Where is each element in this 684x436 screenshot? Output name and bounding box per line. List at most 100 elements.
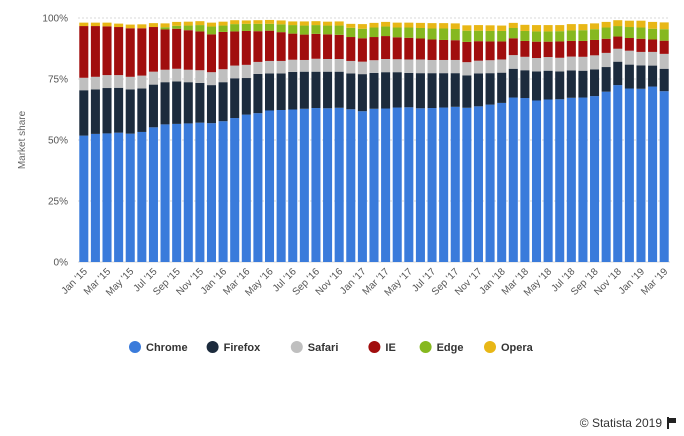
bar-segment-edge[interactable] xyxy=(543,31,553,42)
bar-segment-chrome[interactable] xyxy=(636,88,646,262)
bar-segment-firefox[interactable] xyxy=(427,73,437,109)
bar-segment-safari[interactable] xyxy=(392,59,402,73)
bar-segment-safari[interactable] xyxy=(659,53,669,69)
bar-segment-edge[interactable] xyxy=(601,27,611,39)
bar-segment-safari[interactable] xyxy=(613,48,623,62)
bar-segment-firefox[interactable] xyxy=(218,82,228,122)
bar-segment-firefox[interactable] xyxy=(299,71,309,109)
bar-segment-opera[interactable] xyxy=(624,20,634,28)
bar-segment-safari[interactable] xyxy=(90,76,100,90)
bar-segment-firefox[interactable] xyxy=(648,65,658,87)
bar-segment-opera[interactable] xyxy=(508,22,518,28)
bar-segment-edge[interactable] xyxy=(392,27,402,38)
bar-segment-chrome[interactable] xyxy=(439,107,449,262)
bar-segment-safari[interactable] xyxy=(578,56,588,71)
bar-segment-chrome[interactable] xyxy=(601,91,611,262)
bar-segment-firefox[interactable] xyxy=(531,71,542,101)
bar-segment-firefox[interactable] xyxy=(346,73,356,110)
bar-segment-edge[interactable] xyxy=(531,31,542,42)
bar-segment-edge[interactable] xyxy=(334,25,344,35)
legend-item-chrome[interactable]: Chrome xyxy=(129,341,188,354)
bar-segment-chrome[interactable] xyxy=(218,121,228,263)
bar-segment-edge[interactable] xyxy=(276,24,286,33)
bar-segment-edge[interactable] xyxy=(450,28,460,41)
bar-segment-opera[interactable] xyxy=(473,25,483,31)
bar-segment-safari[interactable] xyxy=(183,69,193,83)
bar-segment-safari[interactable] xyxy=(439,59,449,74)
bar-segment-safari[interactable] xyxy=(508,55,518,69)
bar-segment-edge[interactable] xyxy=(346,27,356,38)
bar-segment-opera[interactable] xyxy=(497,25,507,31)
bar-segment-opera[interactable] xyxy=(369,22,379,28)
bar-segment-edge[interactable] xyxy=(648,28,658,40)
bar-segment-opera[interactable] xyxy=(172,21,182,26)
bar-segment-chrome[interactable] xyxy=(415,108,425,262)
bar-segment-edge[interactable] xyxy=(415,28,425,39)
bar-segment-firefox[interactable] xyxy=(450,73,460,107)
bar-segment-ie[interactable] xyxy=(90,26,100,77)
bar-segment-opera[interactable] xyxy=(648,21,658,29)
bar-segment-safari[interactable] xyxy=(148,71,158,85)
bar-segment-safari[interactable] xyxy=(369,60,379,73)
bar-segment-ie[interactable] xyxy=(624,38,634,51)
bar-segment-ie[interactable] xyxy=(183,30,193,70)
bar-segment-ie[interactable] xyxy=(369,37,379,61)
bar-segment-safari[interactable] xyxy=(381,58,391,73)
bar-segment-firefox[interactable] xyxy=(148,84,158,128)
bar-segment-ie[interactable] xyxy=(218,31,228,70)
bar-segment-chrome[interactable] xyxy=(90,133,100,262)
bar-segment-ie[interactable] xyxy=(508,38,518,56)
bar-segment-firefox[interactable] xyxy=(636,65,646,89)
bar-segment-ie[interactable] xyxy=(311,33,321,59)
bar-segment-opera[interactable] xyxy=(160,23,170,28)
bar-segment-edge[interactable] xyxy=(497,30,507,42)
bar-segment-opera[interactable] xyxy=(114,23,124,28)
bar-segment-firefox[interactable] xyxy=(206,85,217,124)
bar-segment-chrome[interactable] xyxy=(346,109,356,262)
bar-segment-safari[interactable] xyxy=(195,70,205,83)
bar-segment-opera[interactable] xyxy=(520,24,530,31)
bar-segment-safari[interactable] xyxy=(636,51,646,66)
bar-segment-chrome[interactable] xyxy=(276,109,286,263)
bar-segment-chrome[interactable] xyxy=(148,127,158,262)
bar-segment-edge[interactable] xyxy=(323,25,333,35)
bar-segment-firefox[interactable] xyxy=(497,72,507,103)
bar-segment-chrome[interactable] xyxy=(288,109,298,263)
bar-segment-firefox[interactable] xyxy=(485,73,495,105)
bar-segment-ie[interactable] xyxy=(357,38,367,62)
bar-segment-opera[interactable] xyxy=(450,23,460,29)
bar-segment-ie[interactable] xyxy=(566,40,576,57)
bar-segment-edge[interactable] xyxy=(311,25,321,34)
bar-segment-safari[interactable] xyxy=(137,75,147,89)
bar-segment-chrome[interactable] xyxy=(79,135,89,262)
bar-segment-safari[interactable] xyxy=(160,69,170,83)
bar-segment-firefox[interactable] xyxy=(241,78,251,115)
bar-segment-ie[interactable] xyxy=(415,38,425,60)
bar-segment-ie[interactable] xyxy=(613,36,623,49)
bar-segment-opera[interactable] xyxy=(381,21,391,27)
bar-segment-ie[interactable] xyxy=(195,31,205,71)
bar-segment-chrome[interactable] xyxy=(311,108,321,262)
bar-segment-firefox[interactable] xyxy=(404,72,414,108)
bar-segment-safari[interactable] xyxy=(473,60,483,74)
bar-segment-edge[interactable] xyxy=(369,27,379,38)
bar-segment-edge[interactable] xyxy=(485,30,495,42)
bar-segment-edge[interactable] xyxy=(265,23,275,31)
bar-segment-ie[interactable] xyxy=(648,39,658,52)
bar-segment-safari[interactable] xyxy=(114,75,124,88)
bar-segment-firefox[interactable] xyxy=(276,73,286,110)
bar-segment-firefox[interactable] xyxy=(590,69,600,97)
bar-segment-safari[interactable] xyxy=(485,60,495,74)
bar-segment-safari[interactable] xyxy=(590,55,600,70)
bar-segment-chrome[interactable] xyxy=(172,123,182,263)
bar-segment-chrome[interactable] xyxy=(230,118,240,262)
bar-segment-ie[interactable] xyxy=(543,41,553,58)
bar-segment-opera[interactable] xyxy=(323,21,333,26)
legend-item-edge[interactable]: Edge xyxy=(419,341,464,354)
bar-segment-firefox[interactable] xyxy=(265,73,275,111)
bar-segment-chrome[interactable] xyxy=(427,108,437,262)
bar-segment-edge[interactable] xyxy=(218,25,228,32)
bar-segment-edge[interactable] xyxy=(473,30,483,42)
bar-segment-chrome[interactable] xyxy=(648,86,658,262)
bar-segment-safari[interactable] xyxy=(520,56,530,71)
